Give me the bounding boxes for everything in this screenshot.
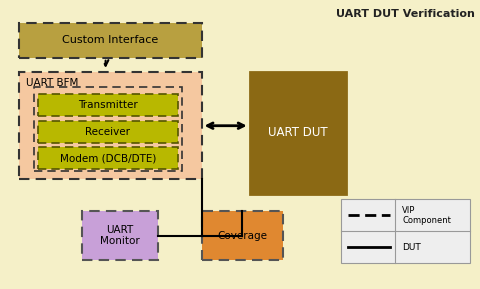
Bar [202, 211, 283, 260]
Bar [19, 23, 202, 58]
Text: UART BFM: UART BFM [26, 78, 79, 88]
Text: UART
Monitor: UART Monitor [100, 225, 140, 246]
Text: Custom Interface: Custom Interface [62, 36, 158, 45]
Text: Coverage: Coverage [217, 231, 267, 240]
Bar [19, 72, 202, 179]
Bar [38, 94, 178, 116]
Bar [34, 87, 182, 171]
Text: VIP
Component: VIP Component [402, 205, 451, 225]
Text: Modem (DCB/DTE): Modem (DCB/DTE) [60, 153, 156, 163]
Bar [38, 121, 178, 143]
Text: Receiver: Receiver [85, 127, 131, 137]
Text: DUT: DUT [402, 242, 421, 252]
Bar [38, 147, 178, 169]
Bar [250, 72, 346, 194]
Bar [82, 211, 158, 260]
Text: UART DUT: UART DUT [268, 127, 327, 139]
Text: UART DUT Verification: UART DUT Verification [336, 9, 475, 19]
Bar [341, 199, 470, 263]
Text: Transmitter: Transmitter [78, 100, 138, 110]
